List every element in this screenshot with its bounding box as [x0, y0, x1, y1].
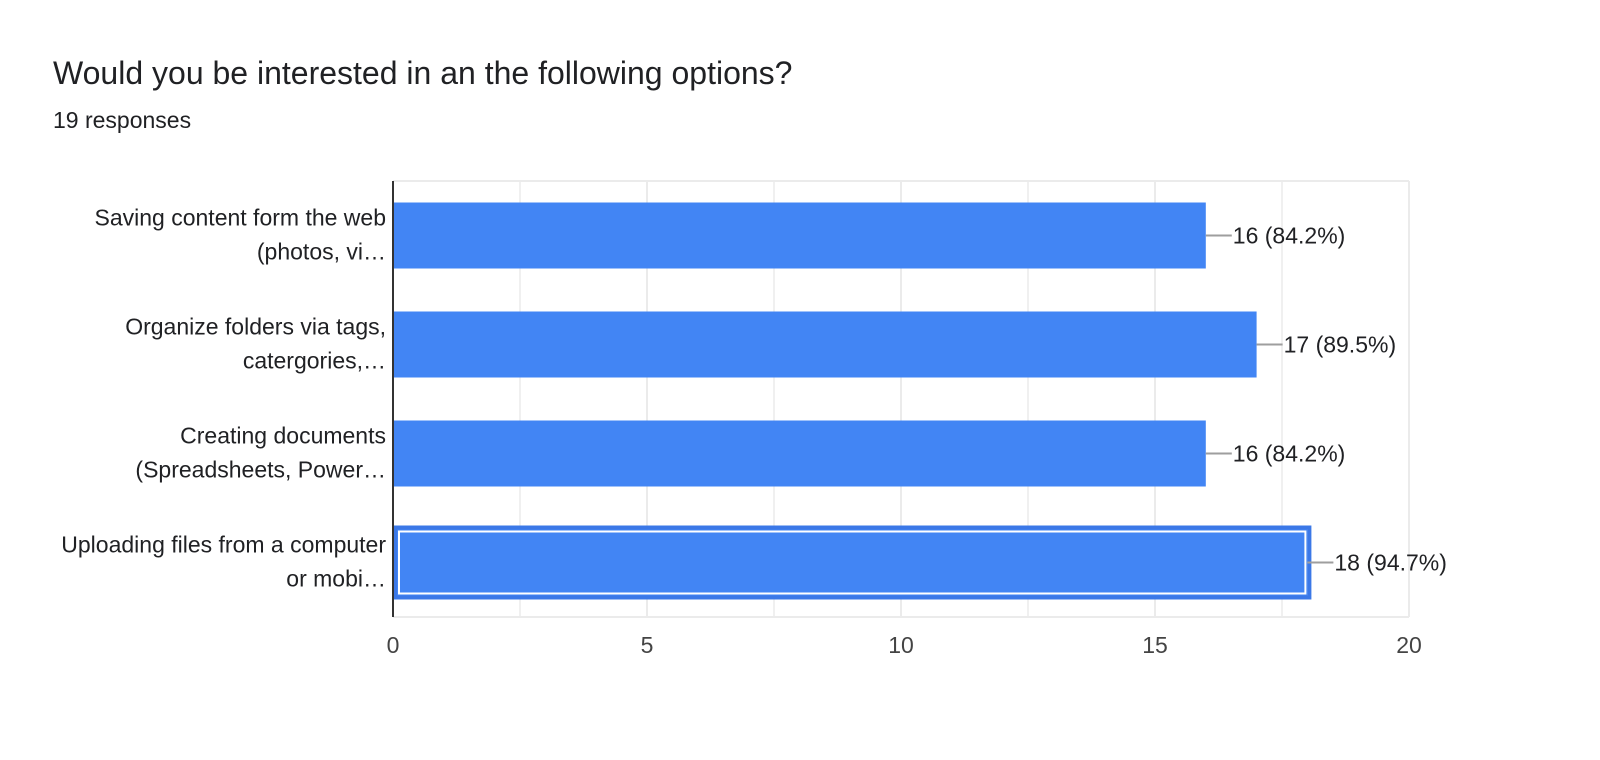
category-label: catergories,…: [243, 348, 386, 374]
category-label: Creating documents: [180, 423, 386, 449]
bar: [393, 311, 1257, 378]
category-label: Uploading files from a computer: [61, 532, 386, 558]
category-label: (photos, vi…: [257, 239, 386, 265]
data-label: 17 (89.5%): [1284, 332, 1397, 358]
chart-title: Would you be interested in an the follow…: [53, 55, 793, 91]
category-label: or mobi…: [286, 566, 386, 592]
bar: [393, 529, 1308, 596]
bars-layer: [393, 202, 1312, 600]
x-tick-label: 0: [387, 632, 400, 658]
labels-layer: 0 5 10 15 20 16 (84.2%) Saving content form th…: [61, 181, 1447, 658]
x-tick-label: 20: [1396, 632, 1422, 658]
data-label: 16 (84.2%): [1233, 223, 1346, 249]
response-count: 19 responses: [53, 107, 192, 133]
bar: [393, 420, 1206, 487]
category-label: Saving content form the web: [95, 205, 387, 231]
x-tick-label: 10: [888, 632, 914, 658]
bar-highlight-inner: [398, 530, 1307, 595]
bar: [393, 202, 1206, 269]
category-label: Organize folders via tags,: [125, 314, 386, 340]
category-label: (Spreadsheets, Power…: [135, 457, 386, 483]
x-tick-label: 5: [641, 632, 654, 658]
data-label: 18 (94.7%): [1334, 550, 1447, 576]
data-label: 16 (84.2%): [1233, 441, 1346, 467]
x-tick-label: 15: [1142, 632, 1168, 658]
